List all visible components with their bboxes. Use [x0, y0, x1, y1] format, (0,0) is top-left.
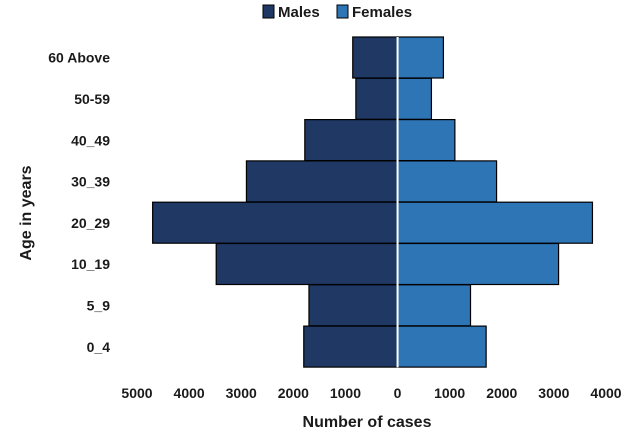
bar-females-5	[396, 242, 560, 286]
x-tick-labels: 5000 4000 3000 2000 1000 0 1000 2000 3000 4000	[121, 385, 621, 401]
legend: Males Females	[262, 4, 412, 21]
bar-males-3	[245, 160, 399, 203]
legend-label-males: Males	[278, 4, 320, 21]
category-label-7: 0_4	[87, 339, 111, 355]
bar-males-7	[303, 325, 399, 368]
bar-females-6	[396, 284, 472, 327]
bar-males-2	[304, 118, 399, 162]
category-label-3: 30_39	[71, 174, 110, 190]
bars	[152, 36, 594, 368]
bar-females-1	[396, 77, 433, 120]
x-tick-label-1: 4000	[174, 385, 205, 401]
category-label-6: 5_9	[87, 297, 111, 313]
x-tick-label-6: 1000	[434, 385, 465, 401]
category-label-4: 20_29	[71, 215, 110, 231]
x-tick-label-5: 0	[394, 385, 402, 401]
x-tick-label-3: 2000	[278, 385, 309, 401]
legend-label-females: Females	[352, 4, 412, 21]
x-tick-label-0: 5000	[121, 385, 152, 401]
bar-females-2	[396, 118, 456, 162]
bar-females-0	[396, 36, 445, 79]
legend-swatch-females	[336, 4, 349, 19]
x-tick-label-4: 1000	[330, 385, 361, 401]
x-tick-label-9: 4000	[590, 385, 621, 401]
category-labels: 60 Above 50-59 40_49 30_39 20_29 10_19 5_9 0_4	[48, 50, 110, 355]
bar-females-7	[396, 325, 487, 368]
x-axis-title: Number of cases	[303, 414, 432, 431]
bar-males-0	[352, 36, 399, 79]
bar-females-4	[396, 201, 594, 244]
bar-females-3	[396, 160, 498, 203]
bar-males-6	[308, 284, 399, 327]
category-label-2: 40_49	[71, 132, 110, 148]
bar-males-4	[152, 201, 399, 244]
legend-swatch-males	[262, 4, 275, 19]
x-tick-label-8: 3000	[538, 385, 569, 401]
category-label-5: 10_19	[71, 256, 110, 272]
bar-males-1	[355, 77, 399, 120]
bar-males-5	[215, 242, 399, 286]
category-label-1: 50-59	[74, 91, 110, 107]
x-tick-label-2: 3000	[226, 385, 257, 401]
x-tick-label-7: 2000	[486, 385, 517, 401]
category-label-0: 60 Above	[48, 50, 110, 66]
y-axis-title: Age in years	[18, 165, 35, 260]
